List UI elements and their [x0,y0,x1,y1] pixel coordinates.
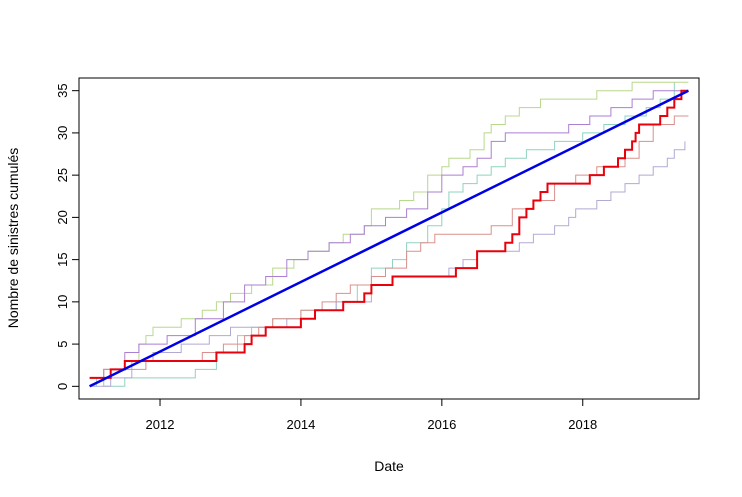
y-axis-title: Nombre de sinistres cumulés [5,148,21,329]
y-tick-label: 15 [55,252,70,266]
series-line-3 [89,81,689,379]
y-tick-label: 30 [55,126,70,140]
y-tick-label: 25 [55,168,70,182]
series-line-6 [89,89,689,379]
series-line-1 [89,82,675,387]
y-tick-label: 0 [55,383,70,390]
series-line-2 [89,141,686,387]
axes-group: 2012 2014 2016 2018 0 5 10 15 20 25 30 35 [55,83,597,432]
x-tick-label: 2012 [146,417,175,432]
y-tick-label: 35 [55,83,70,97]
series-line-5 [89,115,689,379]
x-tick-label: 2016 [427,417,456,432]
series-line-7 [89,89,689,388]
y-tick-label: 20 [55,210,70,224]
x-axis-title: Date [374,458,404,474]
y-tick-label: 10 [55,295,70,309]
x-tick-label: 2018 [568,417,597,432]
plot-series-group [89,81,689,388]
y-tick-label: 5 [55,340,70,347]
x-tick-label: 2014 [286,417,315,432]
series-line-4 [89,90,689,379]
